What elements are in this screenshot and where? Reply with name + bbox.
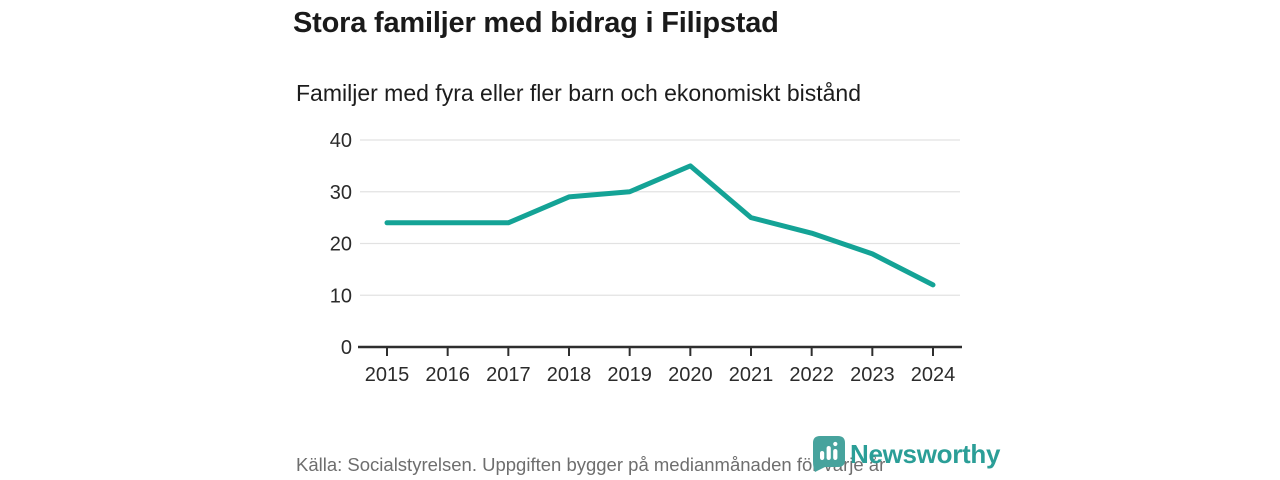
line-chart: 0 10 20 30 40 2015 2016 2017 2018 2019 2020 2021 202… xyxy=(290,120,990,400)
y-tick-label: 10 xyxy=(330,285,352,307)
data-line xyxy=(384,163,936,288)
x-tick-label: 2022 xyxy=(789,364,834,386)
newsworthy-logo-text: Newsworthy xyxy=(850,438,1001,469)
x-tick-label: 2018 xyxy=(547,364,592,386)
y-tick-label: 40 xyxy=(330,130,352,152)
x-tick-label: 2019 xyxy=(607,364,652,386)
x-tick-label: 2024 xyxy=(911,364,956,386)
newsworthy-logo: Newsworthy xyxy=(813,436,1000,472)
x-tick-label: 2020 xyxy=(668,364,713,386)
chart-title: Stora familjer med bidrag i Filipstad xyxy=(293,7,779,39)
y-tick-label: 0 xyxy=(341,337,352,359)
y-tick-label: 30 xyxy=(330,182,352,204)
x-tick-label: 2016 xyxy=(425,364,470,386)
newsworthy-logo-icon xyxy=(813,436,845,472)
line-chart-svg: 0 10 20 30 40 2015 2016 2017 2018 2019 2020 2021 202… xyxy=(330,130,962,386)
x-tick-label: 2021 xyxy=(729,364,774,386)
chart-subtitle: Familjer med fyra eller fler barn och ek… xyxy=(296,80,862,106)
x-tick-label: 2015 xyxy=(365,364,410,386)
y-tick-label: 20 xyxy=(330,234,352,256)
source-note: Källa: Socialstyrelsen. Uppgiften bygger… xyxy=(296,454,886,475)
x-tick-label: 2017 xyxy=(486,364,531,386)
x-tick-label: 2023 xyxy=(850,364,895,386)
